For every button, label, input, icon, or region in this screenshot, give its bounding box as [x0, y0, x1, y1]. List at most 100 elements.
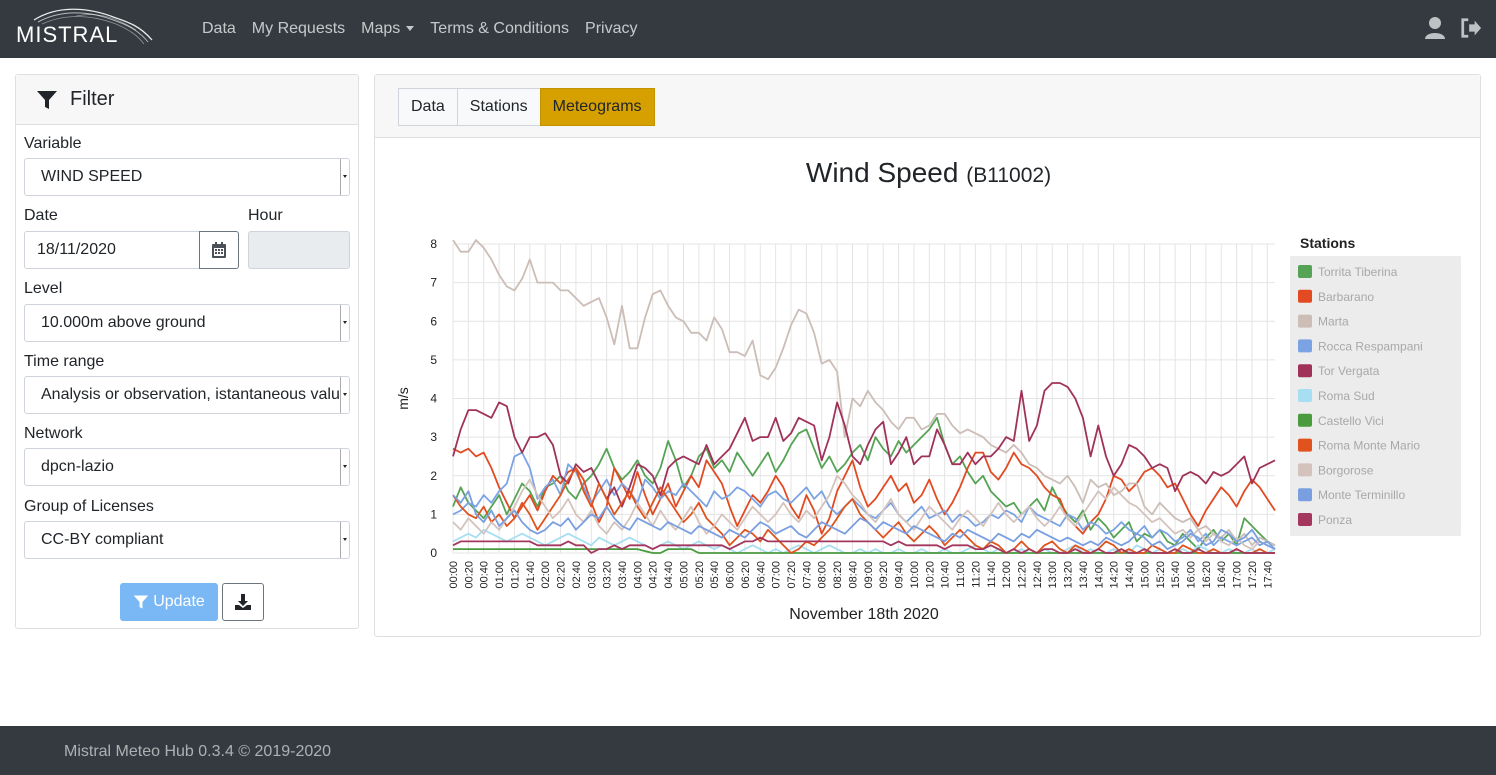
y-tick-label: 8 [430, 237, 437, 251]
license-label: Group of Licenses [24, 498, 154, 515]
series-line-5 [452, 528, 1276, 554]
y-tick-label: 6 [430, 314, 437, 328]
tab-stations[interactable]: Stations [456, 88, 541, 126]
series-line-2 [452, 239, 1276, 547]
legend-title: Stations [1300, 235, 1355, 251]
calendar-icon [212, 242, 226, 258]
legend-item-label: Ponza [1318, 513, 1352, 527]
x-tick-label: 06:40 [755, 561, 767, 589]
download-button[interactable] [222, 583, 264, 621]
x-tick-label: 12:20 [1016, 561, 1028, 589]
x-tick-label: 16:40 [1216, 561, 1228, 589]
legend-item-label: Borgorose [1318, 463, 1374, 477]
calendar-button[interactable] [199, 231, 239, 269]
x-tick-label: 06:20 [740, 561, 752, 589]
view-tabs: Data Stations Meteograms [398, 88, 655, 126]
x-tick-label: 07:40 [801, 561, 813, 589]
legend-swatch [1298, 339, 1312, 353]
x-tick-label: 10:00 [909, 561, 921, 589]
x-tick-label: 15:20 [1155, 561, 1167, 589]
x-tick-label: 00:20 [463, 561, 475, 589]
x-tick-label: 04:00 [632, 561, 644, 589]
legend-swatch [1298, 265, 1312, 278]
y-tick-label: 4 [430, 392, 437, 406]
level-value: 10.000m above ground [41, 314, 206, 331]
nav-user-actions [1424, 16, 1482, 40]
filter-icon [133, 595, 149, 609]
x-tick-label: 10:40 [940, 561, 952, 589]
x-tick-label: 05:20 [694, 561, 706, 589]
series-line-10 [452, 536, 1275, 554]
y-tick-label: 3 [430, 430, 437, 444]
x-tick-label: 16:20 [1201, 561, 1213, 589]
mistral-wave-icon [33, 8, 153, 45]
nav-terms[interactable]: Terms & Conditions [430, 20, 570, 37]
x-tick-label: 16:00 [1185, 561, 1197, 589]
x-tick-label: 04:40 [663, 561, 675, 589]
select-arrow-icon [340, 522, 349, 558]
legend-swatch [1298, 413, 1312, 427]
x-tick-label: 12:40 [1032, 561, 1044, 589]
chevron-down-icon [406, 26, 415, 32]
user-icon[interactable] [1424, 16, 1446, 40]
timerange-value: Analysis or observation, istantaneous va… [41, 386, 349, 403]
nav-data[interactable]: Data [202, 20, 236, 37]
x-tick-label: 05:40 [709, 561, 721, 589]
network-select[interactable]: dpcn-lazio [24, 448, 350, 486]
variable-value: WIND SPEED [41, 168, 143, 185]
date-value: 18/11/2020 [37, 241, 116, 258]
x-tick-label: 07:00 [771, 561, 783, 589]
level-select[interactable]: 10.000m above ground [24, 304, 350, 342]
x-tick-label: 08:40 [847, 561, 859, 589]
variable-select[interactable]: WIND SPEED [24, 158, 350, 196]
legend-swatch [1298, 289, 1312, 303]
x-tick-label: 09:20 [878, 561, 890, 589]
x-tick-label: 15:00 [1139, 561, 1151, 589]
nav-maps[interactable]: Maps [353, 20, 422, 38]
x-tick-label: 13:20 [1063, 561, 1075, 589]
x-tick-label: 06:00 [725, 561, 737, 589]
download-icon [235, 594, 251, 610]
x-tick-label: 02:20 [556, 561, 568, 589]
date-label: Date [24, 207, 58, 224]
legend-swatch [1298, 463, 1312, 477]
x-tick-label: 14:40 [1124, 561, 1136, 589]
network-value: dpcn-lazio [41, 458, 114, 475]
legend-swatch [1298, 314, 1312, 328]
x-tick-label: 08:00 [817, 561, 829, 589]
x-tick-label: 01:40 [525, 561, 537, 589]
legend-item-label: Roma Monte Mario [1318, 439, 1420, 453]
tab-data[interactable]: Data [398, 88, 458, 126]
legend-item-label: Castello Vici [1318, 414, 1384, 428]
legend-swatch [1298, 438, 1312, 452]
x-tick-label: 13:00 [1047, 561, 1059, 589]
x-tick-label: 11:40 [986, 561, 998, 588]
date-input[interactable]: 18/11/2020 [24, 231, 200, 269]
legend-swatch [1298, 364, 1312, 378]
nav-links: Data My Requests Maps Terms & Conditions… [194, 0, 645, 58]
license-select[interactable]: CC-BY compliant [24, 521, 350, 559]
x-tick-label: 17:40 [1262, 561, 1274, 589]
x-tick-label: 04:20 [648, 561, 660, 589]
hour-input [248, 231, 350, 269]
nav-maps-label: Maps [361, 20, 401, 37]
license-value: CC-BY compliant [41, 531, 164, 548]
filter-header: Filter [16, 75, 358, 125]
nav-privacy[interactable]: Privacy [585, 20, 638, 37]
brand-logo[interactable]: MISTRAL [16, 4, 156, 48]
legend-item-label: Rocca Respampani [1318, 339, 1423, 353]
footer-text: Mistral Meteo Hub 0.3.4 © 2019-2020 [64, 743, 332, 760]
timerange-select[interactable]: Analysis or observation, istantaneous va… [24, 376, 350, 414]
x-tick-label: 14:00 [1093, 561, 1105, 589]
select-arrow-icon [340, 305, 349, 341]
filter-icon [37, 90, 57, 109]
tab-meteograms[interactable]: Meteograms [539, 88, 655, 126]
x-tick-label: 10:20 [924, 561, 936, 589]
update-button[interactable]: Update [120, 583, 218, 621]
x-tick-label: 11:00 [955, 561, 967, 588]
legend-item-label: Roma Sud [1318, 389, 1375, 403]
sign-out-icon[interactable] [1460, 16, 1482, 40]
x-tick-label: 03:20 [602, 561, 614, 589]
nav-my-requests[interactable]: My Requests [251, 20, 346, 37]
select-arrow-icon [340, 449, 349, 485]
